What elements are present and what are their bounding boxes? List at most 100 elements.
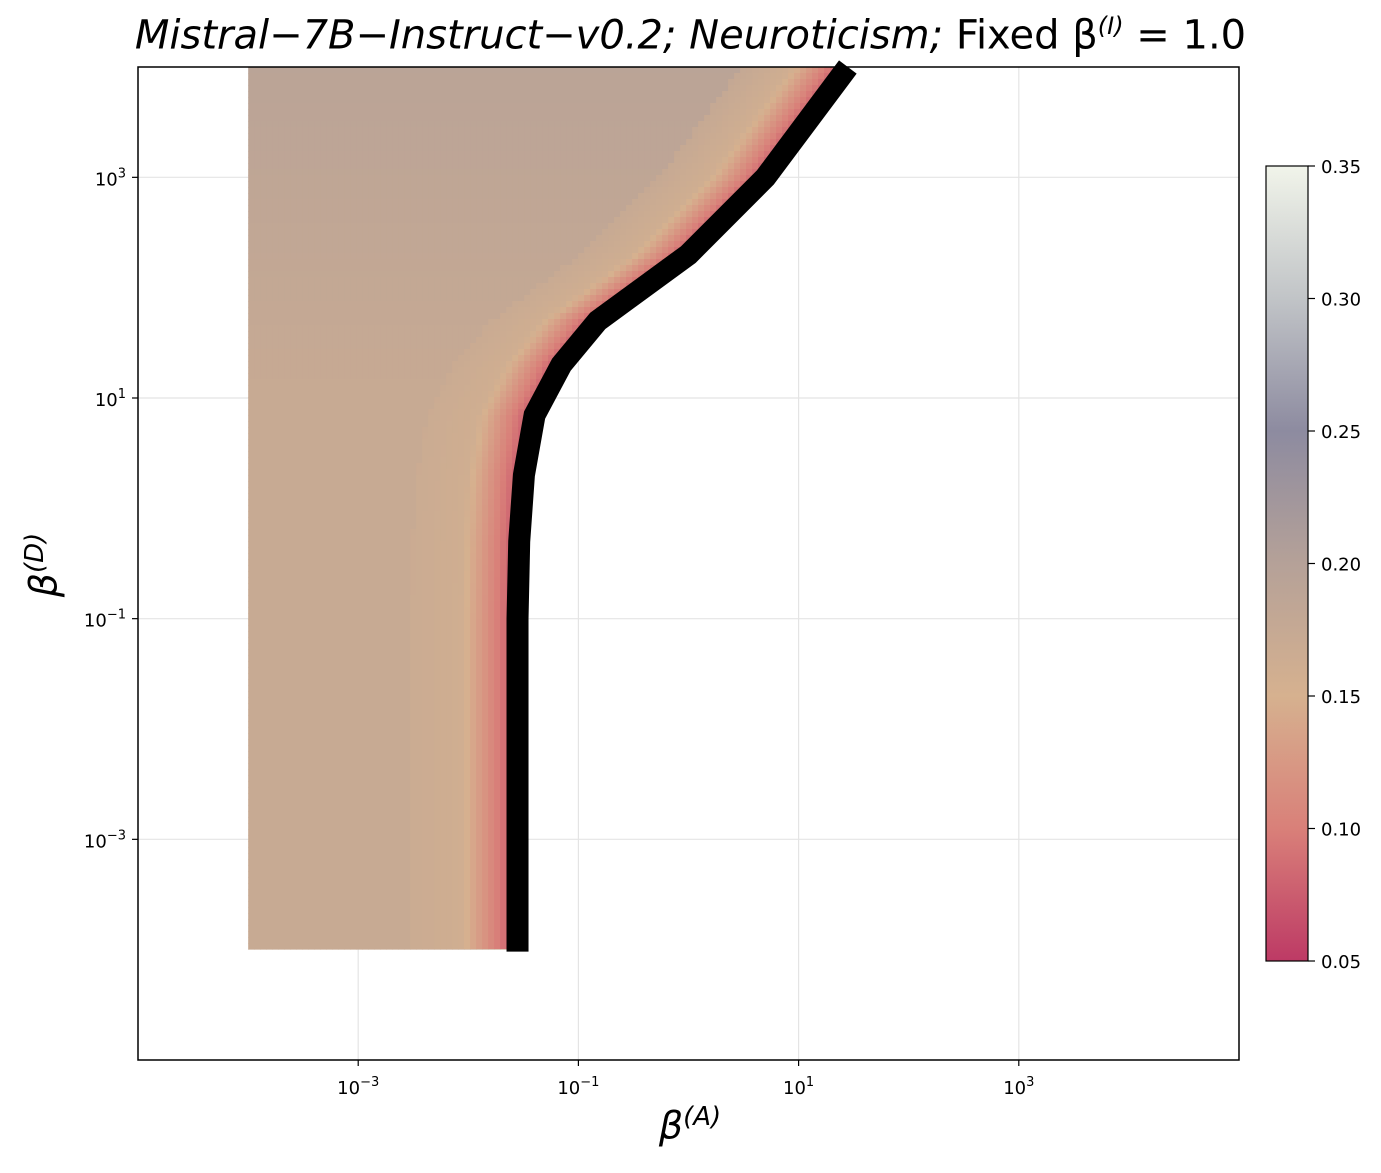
heat-cell xyxy=(446,277,453,284)
heat-cell xyxy=(350,331,357,338)
heat-cell xyxy=(332,139,339,146)
heat-cell xyxy=(482,355,489,362)
heat-cell xyxy=(290,235,297,242)
heat-cell xyxy=(320,337,327,344)
heat-cell xyxy=(260,133,267,140)
heat-cell xyxy=(746,169,753,176)
heat-cell xyxy=(698,157,705,164)
heat-cell xyxy=(668,73,675,80)
heat-cell xyxy=(470,109,477,116)
heat-cell xyxy=(392,181,399,188)
heat-cell xyxy=(332,67,339,74)
heat-cell xyxy=(506,427,513,434)
heat-cell xyxy=(770,103,777,110)
heat-cell xyxy=(512,241,519,248)
heat-cell xyxy=(386,367,393,374)
heat-cell xyxy=(482,481,489,488)
heat-cell xyxy=(470,241,477,248)
heat-cell xyxy=(326,139,333,146)
heat-cell xyxy=(536,331,543,338)
heat-cell xyxy=(626,271,633,278)
heat-cell xyxy=(386,457,393,464)
heat-cell xyxy=(428,199,435,206)
heat-cell xyxy=(302,313,309,320)
heat-cell xyxy=(410,439,417,446)
heat-cell xyxy=(794,91,801,98)
heat-cell xyxy=(374,169,381,176)
heat-cell xyxy=(410,247,417,254)
heat-cell xyxy=(248,169,255,176)
heat-cell xyxy=(488,175,495,182)
heat-cell xyxy=(584,73,591,80)
heat-cell xyxy=(398,217,405,224)
heat-cell xyxy=(740,127,747,134)
heat-cell xyxy=(482,211,489,218)
heat-cell xyxy=(314,379,321,386)
heat-cell xyxy=(272,73,279,80)
heat-cell xyxy=(590,169,597,176)
heat-cell xyxy=(506,349,513,356)
heat-cell xyxy=(482,367,489,374)
heat-cell xyxy=(386,97,393,104)
heat-cell xyxy=(248,127,255,134)
heat-cell xyxy=(446,283,453,290)
heat-cell xyxy=(434,397,441,404)
heat-cell xyxy=(464,385,471,392)
heat-cell xyxy=(392,373,399,380)
heat-cell xyxy=(458,271,465,278)
heat-cell xyxy=(422,433,429,440)
heat-cell xyxy=(434,451,441,458)
heat-cell xyxy=(302,415,309,422)
heat-cell xyxy=(422,439,429,446)
heat-cell xyxy=(344,109,351,116)
heat-cell xyxy=(368,169,375,176)
heat-cell xyxy=(374,193,381,200)
heat-cell xyxy=(380,475,387,482)
heat-cell xyxy=(470,433,477,440)
heat-cell xyxy=(290,397,297,404)
heat-cell xyxy=(470,337,477,344)
heat-cell xyxy=(500,181,507,188)
heat-cell xyxy=(308,187,315,194)
heat-cell xyxy=(464,307,471,314)
heat-cell xyxy=(746,157,753,164)
heat-cell xyxy=(278,235,285,242)
heat-cell xyxy=(392,121,399,128)
heat-cell xyxy=(680,193,687,200)
heat-cell xyxy=(452,463,459,470)
heat-cell xyxy=(530,241,537,248)
heat-cell xyxy=(386,145,393,152)
heat-cell xyxy=(620,169,627,176)
heat-cell xyxy=(368,193,375,200)
heat-cell xyxy=(452,349,459,356)
heat-cell xyxy=(500,439,507,446)
heat-cell xyxy=(650,145,657,152)
heat-cell xyxy=(416,169,423,176)
heat-cell xyxy=(494,271,501,278)
heat-cell xyxy=(278,241,285,248)
heat-cell xyxy=(758,157,765,164)
heat-cell xyxy=(308,193,315,200)
heat-cell xyxy=(320,349,327,356)
heat-cell xyxy=(488,73,495,80)
heat-cell xyxy=(314,451,321,458)
heat-cell xyxy=(332,217,339,224)
heat-cell xyxy=(362,409,369,416)
heat-cell xyxy=(314,361,321,368)
heat-cell xyxy=(308,253,315,260)
heat-cell xyxy=(272,85,279,92)
heat-cell xyxy=(296,445,303,452)
heat-cell xyxy=(422,475,429,482)
heat-cell xyxy=(578,187,585,194)
heat-cell xyxy=(506,193,513,200)
heat-cell xyxy=(608,271,615,278)
heat-cell xyxy=(506,421,513,428)
heat-cell xyxy=(452,355,459,362)
heat-cell xyxy=(512,103,519,110)
heat-cell xyxy=(494,205,501,212)
heat-cell xyxy=(494,361,501,368)
heat-cell xyxy=(350,79,357,86)
heat-cell xyxy=(452,193,459,200)
heat-cell xyxy=(506,223,513,230)
heat-cell xyxy=(254,103,261,110)
